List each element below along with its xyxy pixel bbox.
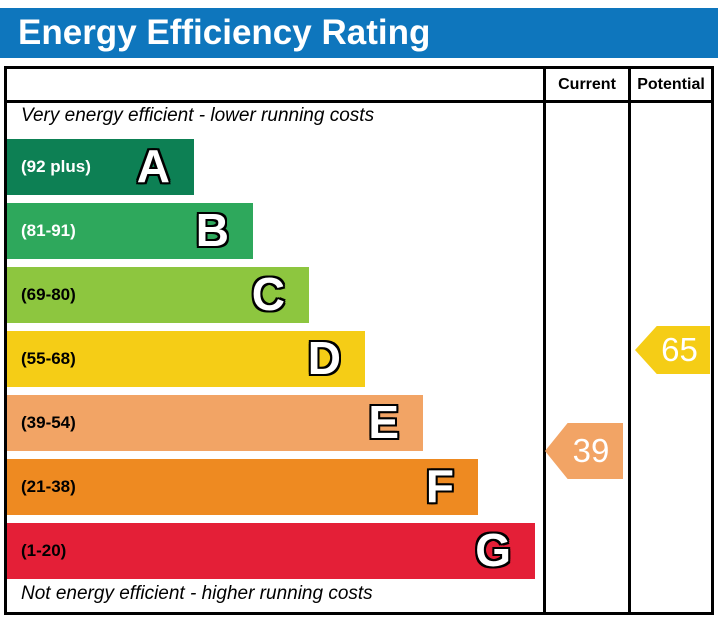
band-G: (1-20) G [7, 523, 535, 579]
band-C-letter: C [251, 268, 285, 321]
top-note: Very energy efficient - lower running co… [21, 105, 375, 126]
header-divider-line [7, 100, 711, 103]
band-E-letter: E [368, 396, 399, 449]
band-D: (55-68) D [7, 331, 365, 387]
current-column-divider [543, 69, 546, 612]
potential-column-header: Potential [637, 75, 705, 93]
current-column-header: Current [558, 75, 616, 93]
page-title: Energy Efficiency Rating [18, 13, 431, 52]
band-A: (92 plus) A [7, 139, 194, 195]
band-A-range-label: (92 plus) [21, 157, 91, 176]
current-rating-value: 39 [572, 432, 610, 469]
band-D-range-label: (55-68) [21, 349, 76, 368]
band-A-letter: A [136, 140, 170, 193]
band-F-range-label: (21-38) [21, 477, 76, 496]
band-C-range-label: (69-80) [21, 285, 76, 304]
rating-table: Current Potential Very energy efficient … [4, 66, 714, 615]
band-F: (21-38) F [7, 459, 478, 515]
potential-column-divider [628, 69, 631, 612]
band-B-letter: B [195, 204, 229, 257]
current-rating-arrow: 39 [545, 423, 623, 479]
band-E-range-label: (39-54) [21, 413, 76, 432]
band-B-range-label: (81-91) [21, 221, 76, 240]
band-D-letter: D [307, 332, 341, 385]
band-C: (69-80) C [7, 267, 309, 323]
band-F-letter: F [425, 460, 454, 513]
band-G-letter: G [475, 524, 511, 577]
band-G-range-label: (1-20) [21, 541, 67, 560]
band-B: (81-91) B [7, 203, 253, 259]
title-banner: Energy Efficiency Rating [0, 8, 718, 58]
potential-rating-value: 65 [661, 331, 698, 368]
band-E: (39-54) E [7, 395, 423, 451]
bottom-note: Not energy efficient - higher running co… [21, 583, 373, 604]
potential-rating-arrow: 65 [635, 326, 710, 374]
